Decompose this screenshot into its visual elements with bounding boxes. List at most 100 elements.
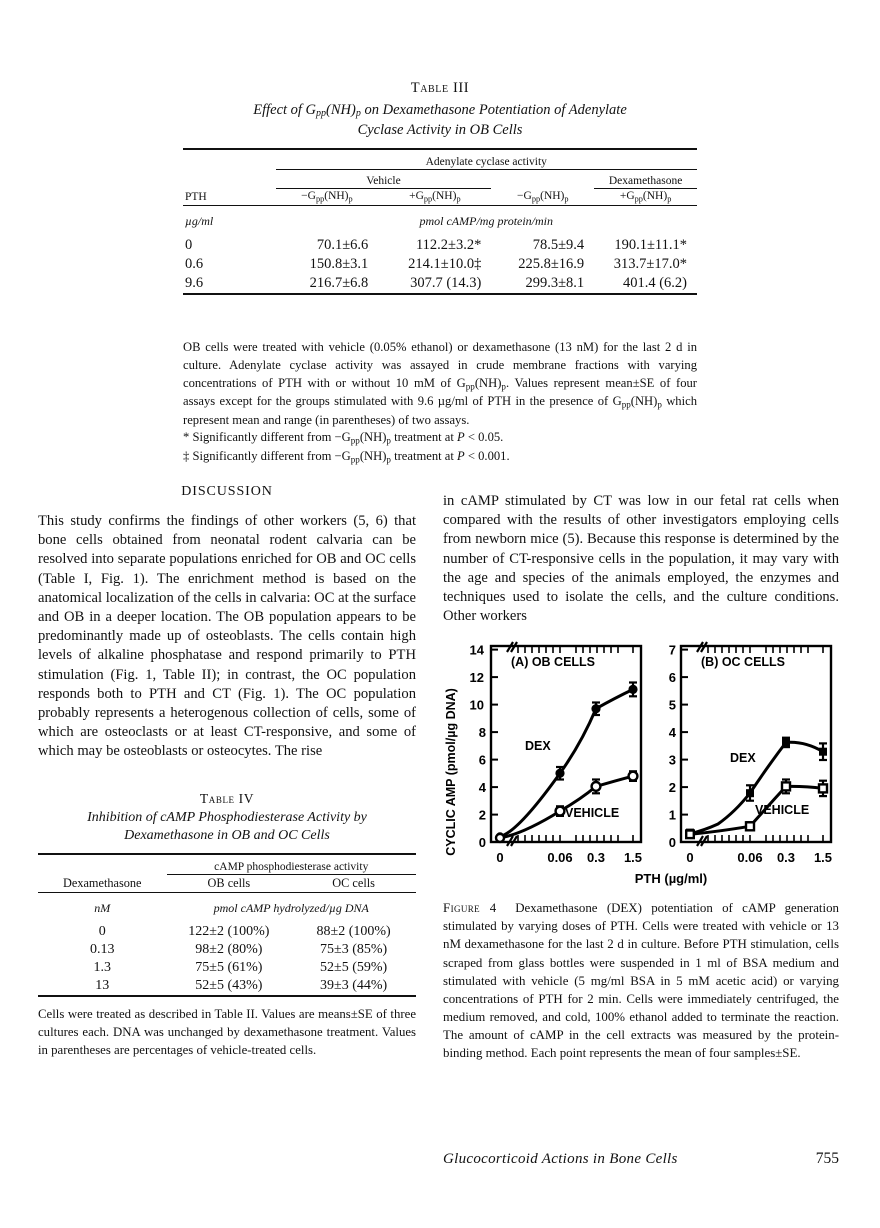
- table-3-col-vehicle-plus: +Gpp(NH)p: [409, 190, 461, 204]
- table-3-r0-vplus: 112.2±3.2*: [415, 236, 482, 253]
- panel-b-xtick-03: 0.3: [777, 850, 795, 865]
- left-column: DISCUSSION This study confirms the findi…: [38, 484, 416, 1073]
- table-3-unit-stub: µg/ml: [185, 213, 214, 228]
- table-4-r0-dex: 0: [98, 924, 106, 940]
- figure-4-caption-text: Dexamethasone (DEX) potentiation of cAMP…: [443, 901, 839, 1060]
- table-3-r2-dminus: 299.3±8.1: [525, 274, 585, 291]
- panel-a-xtick-0: 0: [496, 850, 503, 865]
- panel-a-dex-label: DEX: [525, 739, 551, 753]
- table-4-r2-dex: 1.3: [93, 960, 112, 976]
- table-3-stub-header: PTH: [185, 190, 207, 203]
- table-4: Table IV Inhibition of cAMP Phosphodiest…: [38, 791, 416, 1060]
- panel-a-xtick-03: 0.3: [587, 850, 605, 865]
- table-3-r1-vplus: 214.1±10.0‡: [408, 255, 482, 272]
- panel-a-ytick-6: 6: [479, 753, 486, 768]
- discussion-heading: DISCUSSION: [181, 484, 273, 499]
- table-4-r2-oc: 52±5 (59%): [320, 960, 388, 976]
- table-4-span-row: cAMP phosphodiesterase activity: [38, 854, 416, 876]
- panel-a-xtick-15: 1.5: [624, 850, 642, 865]
- panel-a-ytick-0: 0: [479, 835, 486, 850]
- panel-a-ytick-4: 4: [479, 780, 487, 795]
- table-3-r0-dminus: 78.5±9.4: [532, 236, 585, 253]
- panel-b-ytick-7: 7: [669, 643, 676, 658]
- panel-b-vehicle-points: [684, 781, 829, 840]
- table-4-title-line1: Inhibition of cAMP Phosphodiesterase Act…: [87, 810, 367, 826]
- table-4-r0-ob: 122±2 (100%): [188, 924, 270, 940]
- page-footer: Glucocorticoid Actions in Bone Cells 755: [443, 1150, 839, 1168]
- y-axis-label: CYCLIC AMP (pmol/µg DNA): [444, 689, 458, 857]
- running-title: Glucocorticoid Actions in Bone Cells: [443, 1151, 678, 1167]
- table-4-col-oc: OC cells: [332, 876, 375, 891]
- panel-b-ytick-2: 2: [669, 780, 676, 795]
- panel-a-ytick-14: 14: [470, 643, 485, 658]
- figure-4-label: Figure 4: [443, 901, 497, 916]
- table-3-r1-dplus: 313.7±17.0*: [613, 255, 687, 272]
- table-3-title: Effect of Gpp(NH)p on Dexamethasone Pote…: [183, 101, 697, 139]
- table-3-footnotes: OB cells were treated with vehicle (0.05…: [183, 339, 697, 466]
- table-row: 0 122±2 (100%) 88±2 (100%): [38, 923, 416, 941]
- table-3-footnote-main: OB cells were treated with vehicle (0.05…: [183, 340, 697, 427]
- panel-a-ytick-12: 12: [470, 670, 484, 685]
- panel-b-vehicle-curve: [689, 785, 824, 837]
- table-3-title-line2: Cyclase Activity in OB Cells: [357, 121, 523, 138]
- table-3-title-line1: Effect of Gpp(NH)p on Dexamethasone Pote…: [253, 102, 627, 119]
- table-4-title-line2: Dexamethasone in OB and OC Cells: [124, 828, 330, 844]
- table-4-colhdr-row: Dexamethasone OB cells OC cells: [38, 875, 416, 893]
- panel-b-xtick-15: 1.5: [814, 850, 832, 865]
- table-3-r0-vminus: 70.1±6.6: [316, 236, 369, 253]
- table-4-r0-oc: 88±2 (100%): [316, 924, 391, 940]
- panel-b-ytick-4: 4: [669, 725, 677, 740]
- table-4-r1-ob: 98±2 (80%): [195, 942, 263, 958]
- table-4-spanhead: cAMP phosphodiesterase activity: [166, 854, 416, 876]
- table-row: 13 52±5 (43%) 39±3 (44%): [38, 977, 416, 996]
- panel-a-ytick-2: 2: [479, 808, 486, 823]
- panel-b-ytick-1: 1: [669, 808, 676, 823]
- table-3-r0-pth: 0: [185, 236, 193, 253]
- panel-a-ytick-10: 10: [470, 698, 484, 713]
- table-4-title: Inhibition of cAMP Phosphodiesterase Act…: [38, 809, 416, 845]
- panel-b-dex-label: DEX: [730, 751, 756, 765]
- table-3-r1-dminus: 225.8±16.9: [518, 255, 585, 272]
- panel-b-ytick-5: 5: [669, 698, 676, 713]
- panel-a-xtick-006: 0.06: [547, 850, 572, 865]
- panel-a-title: (A) OB CELLS: [511, 655, 595, 669]
- table-4-stub-header: Dexamethasone: [62, 876, 142, 890]
- panel-a-ytick-8: 8: [479, 725, 486, 740]
- table-3-group-row: Vehicle Dexamethasone: [183, 169, 697, 190]
- panel-b-xtick-0: 0: [686, 850, 693, 865]
- figure-4-plot: CYCLIC AMP (pmol/µg DNA) 0 2 4 6 8 10 12: [444, 641, 833, 886]
- panel-a-vehicle-label: VEHICLE: [565, 806, 619, 820]
- table-row: 9.6 216.7±6.8 307.7 (14.3) 299.3±8.1 401…: [183, 274, 697, 294]
- table-3-group-dex: Dexamethasone: [594, 169, 697, 190]
- panel-a-vehicle-curve: [499, 774, 634, 840]
- table-3-r0-dplus: 190.1±11.1*: [614, 236, 687, 253]
- table-3-col-dex-plus: +Gpp(NH)p: [619, 190, 672, 204]
- panel-b-xtick-006: 0.06: [737, 850, 762, 865]
- discussion-paragraph-2: in cAMP stimulated by CT was low in our …: [443, 493, 839, 625]
- table-4-r1-oc: 75±3 (85%): [320, 942, 388, 958]
- table-3-col-dex-minus: −Gpp(NH)p: [517, 190, 569, 204]
- table-4-r3-oc: 39±3 (44%): [320, 978, 388, 994]
- right-column: in cAMP stimulated by CT was low in our …: [443, 492, 839, 1075]
- panel-a: 0 2 4 6 8 10 12 14: [470, 641, 643, 865]
- table-4-unit-stub: nM: [94, 901, 111, 916]
- table-3-group-vehicle: Vehicle: [275, 169, 492, 190]
- table-4-number: Table IV: [199, 791, 255, 807]
- table-4-unit-span: pmol cAMP hydrolyzed/µg DNA: [213, 900, 369, 915]
- table-3-r2-vminus: 216.7±6.8: [309, 274, 369, 291]
- table-3-r2-pth: 9.6: [185, 274, 204, 291]
- discussion-paragraph-1: This study confirms the findings of othe…: [38, 513, 416, 760]
- table-row: 1.3 75±5 (61%) 52±5 (59%): [38, 959, 416, 977]
- table-3: Table III Effect of Gpp(NH)p on Dexameth…: [183, 80, 697, 297]
- table-3-r1-pth: 0.6: [185, 255, 204, 272]
- table-3-footnote-dagger: ‡ Significantly different from −Gpp(NH)p…: [183, 448, 510, 465]
- panel-b-ytick-3: 3: [669, 753, 676, 768]
- table-4-col-ob: OB cells: [207, 876, 251, 891]
- table-4-grid: cAMP phosphodiesterase activity Dexameth…: [38, 853, 416, 1000]
- table-4-r3-dex: 13: [95, 978, 110, 994]
- table-row: 0.13 98±2 (80%) 75±3 (85%): [38, 941, 416, 959]
- table-4-r2-ob: 75±5 (61%): [195, 960, 263, 976]
- table-3-span-row: Adenylate cyclase activity: [183, 149, 697, 171]
- x-axis-label: PTH (µg/ml): [635, 871, 707, 886]
- table-3-unit-span: pmol cAMP/mg protein/min: [419, 213, 554, 228]
